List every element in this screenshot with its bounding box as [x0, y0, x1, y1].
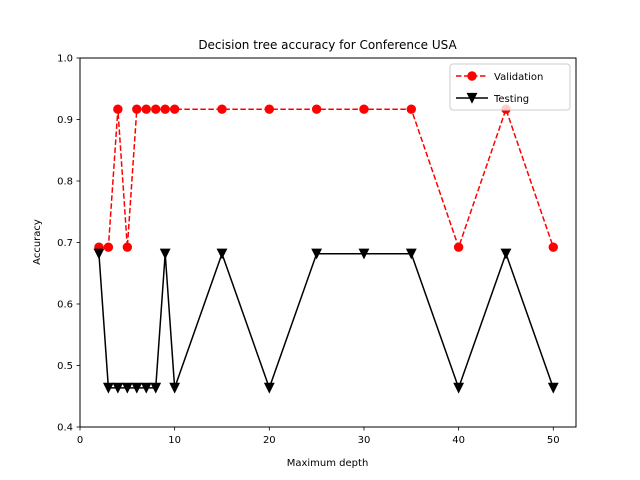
- data-point-testing: [169, 382, 181, 394]
- data-point-testing: [102, 382, 114, 394]
- data-point-validation: [453, 242, 464, 252]
- axes: 0 10 20 30 40 50 0.4 0.5 0.6 0.7 0.8 0.9 1.0: [57, 54, 577, 446]
- y-tick-label: 0.9: [57, 115, 73, 126]
- series-line-validation: [98, 108, 554, 248]
- data-point-validation: [113, 104, 123, 114]
- legend-label-testing: Testing: [493, 94, 529, 105]
- y-tick-label: 1.0: [57, 54, 73, 65]
- data-point-testing: [216, 248, 228, 260]
- legend: Validation Testing: [449, 63, 571, 111]
- y-tick-label: 0.8: [57, 177, 73, 188]
- data-point-validation: [160, 104, 170, 114]
- data-point-testing: [112, 382, 124, 394]
- x-tick-label: 50: [547, 435, 560, 446]
- data-point-validation: [141, 104, 151, 114]
- legend-marker-validation: [467, 71, 477, 81]
- legend-label-validation: Validation: [494, 72, 543, 83]
- data-point-testing: [358, 248, 370, 260]
- data-point-validation: [359, 104, 369, 114]
- data-point-testing: [93, 248, 105, 260]
- x-tick-label: 0: [77, 435, 83, 446]
- legend-marker-testing: [466, 92, 478, 104]
- data-point-testing: [263, 382, 275, 394]
- x-tick-label: 30: [358, 435, 371, 446]
- data-point-validation: [406, 104, 416, 114]
- data-point-testing: [150, 382, 162, 394]
- data-point-testing: [311, 248, 323, 260]
- data-point-validation: [122, 242, 133, 252]
- data-point-testing: [140, 382, 152, 394]
- x-tick-label: 10: [168, 435, 181, 446]
- data-point-validation: [151, 104, 161, 114]
- x-axis-label: Maximum depth: [287, 458, 369, 469]
- chart-title: Decision tree accuracy for Conference US…: [198, 38, 457, 52]
- series-testing: [93, 248, 559, 394]
- data-point-validation: [217, 104, 227, 114]
- y-tick-label: 0.6: [57, 300, 73, 311]
- data-point-testing: [405, 248, 417, 260]
- data-point-validation: [103, 242, 114, 252]
- data-point-testing: [131, 382, 143, 394]
- x-tick-label: 40: [452, 435, 465, 446]
- x-tick-label: 20: [263, 435, 276, 446]
- y-tick-label: 0.4: [57, 423, 73, 434]
- data-point-testing: [159, 248, 171, 260]
- data-point-testing: [500, 248, 512, 260]
- data-point-validation: [548, 242, 558, 252]
- data-point-validation: [311, 104, 322, 114]
- plot-area: [93, 104, 559, 394]
- data-point-validation: [264, 104, 275, 114]
- data-point-validation: [132, 104, 142, 114]
- y-tick-label: 0.7: [57, 238, 73, 249]
- y-axis-label: Accuracy: [32, 219, 43, 265]
- y-tick-label: 0.5: [57, 361, 73, 372]
- data-point-testing: [121, 382, 133, 394]
- data-point-testing: [547, 382, 559, 394]
- data-point-testing: [453, 382, 465, 394]
- data-point-validation: [169, 104, 180, 114]
